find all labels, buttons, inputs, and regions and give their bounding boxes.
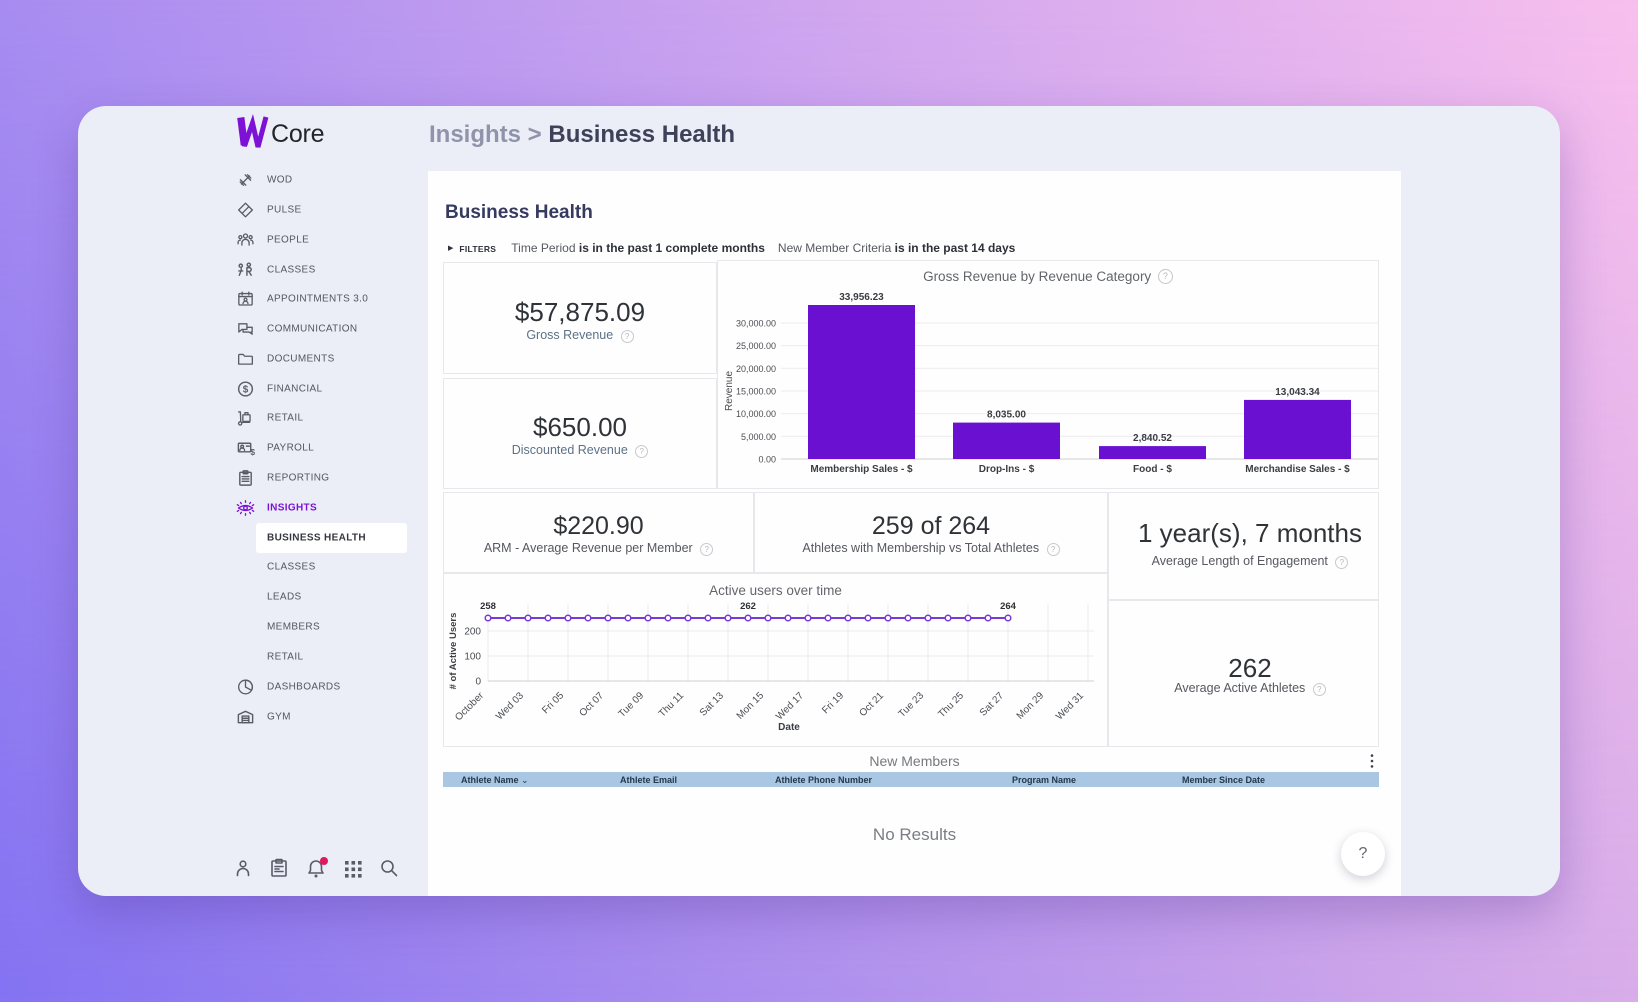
svg-text:2,840.52: 2,840.52 xyxy=(1133,433,1172,444)
svg-text:Wed 31: Wed 31 xyxy=(1054,690,1086,722)
svg-text:10,000.00: 10,000.00 xyxy=(736,409,776,419)
svg-text:Mon 15: Mon 15 xyxy=(735,690,767,722)
svg-text:262: 262 xyxy=(740,601,756,612)
svg-text:Date: Date xyxy=(778,722,800,733)
svg-text:258: 258 xyxy=(480,601,496,612)
svg-text:Thu 11: Thu 11 xyxy=(657,690,687,720)
svg-text:100: 100 xyxy=(464,652,481,663)
svg-text:13,043.34: 13,043.34 xyxy=(1275,387,1320,398)
svg-text:Mon 29: Mon 29 xyxy=(1015,690,1047,722)
svg-text:Fri 05: Fri 05 xyxy=(540,690,566,716)
svg-text:Oct 07: Oct 07 xyxy=(578,690,607,719)
svg-text:33,956.23: 33,956.23 xyxy=(839,292,884,303)
svg-text:Wed 17: Wed 17 xyxy=(774,690,806,722)
svg-text:0.00: 0.00 xyxy=(758,455,776,465)
svg-text:Oct 21: Oct 21 xyxy=(858,690,887,719)
svg-text:Sat 13: Sat 13 xyxy=(698,690,727,719)
svg-text:0: 0 xyxy=(475,677,481,688)
svg-text:15,000.00: 15,000.00 xyxy=(736,387,776,397)
svg-text:Membership Sales - $: Membership Sales - $ xyxy=(810,464,913,475)
svg-text:Wed 03: Wed 03 xyxy=(494,690,526,722)
svg-text:Food - $: Food - $ xyxy=(1133,464,1172,475)
svg-text:264: 264 xyxy=(1000,601,1017,612)
svg-text:Drop-Ins - $: Drop-Ins - $ xyxy=(979,464,1035,475)
svg-text:5,000.00: 5,000.00 xyxy=(741,432,776,442)
svg-text:October: October xyxy=(453,690,486,723)
svg-text:20,000.00: 20,000.00 xyxy=(736,364,776,374)
svg-text:Thu 25: Thu 25 xyxy=(936,690,966,720)
svg-text:$: $ xyxy=(243,385,249,396)
svg-text:30,000.00: 30,000.00 xyxy=(736,319,776,329)
svg-text:Tue 09: Tue 09 xyxy=(617,690,647,720)
svg-text:$: $ xyxy=(250,448,255,457)
svg-text:Tue 23: Tue 23 xyxy=(897,690,927,720)
svg-text:Sat 27: Sat 27 xyxy=(978,690,1007,719)
svg-text:Revenue: Revenue xyxy=(724,371,735,411)
svg-text:200: 200 xyxy=(464,627,481,638)
svg-text:Fri 19: Fri 19 xyxy=(820,690,846,716)
svg-text:# of Active Users: # of Active Users xyxy=(448,613,459,690)
svg-text:8,035.00: 8,035.00 xyxy=(987,410,1026,421)
svg-text:25,000.00: 25,000.00 xyxy=(736,341,776,351)
svg-text:Merchandise Sales - $: Merchandise Sales - $ xyxy=(1245,464,1350,475)
